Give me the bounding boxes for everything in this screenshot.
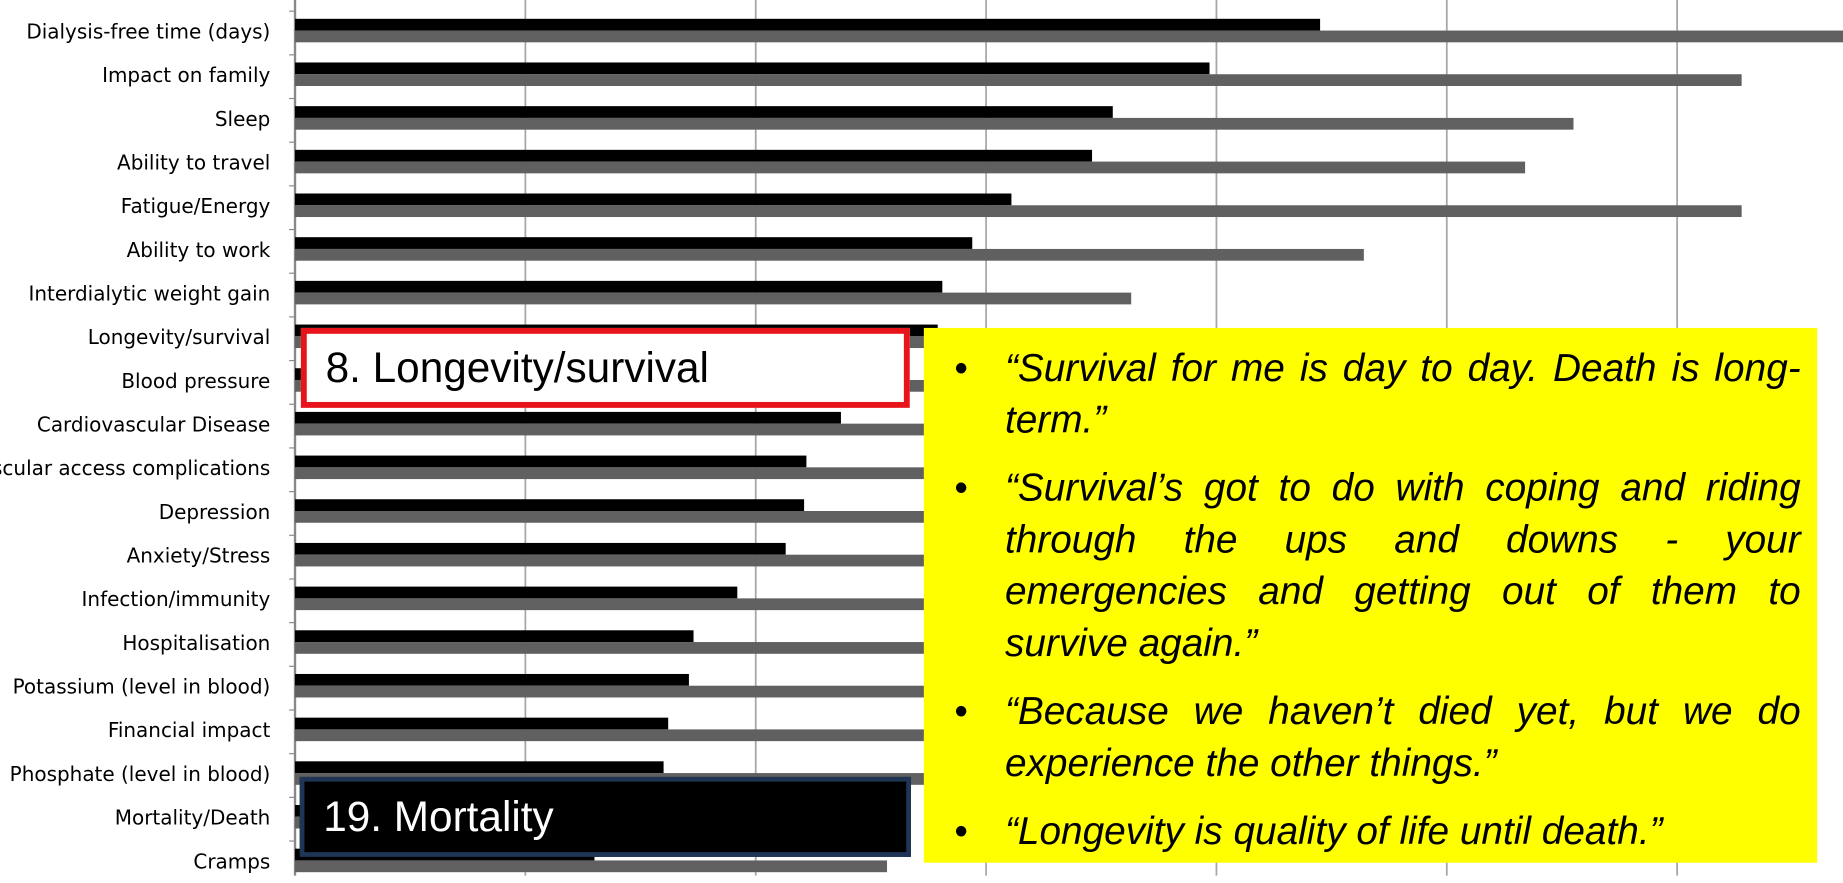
y-tick-label: Mortality/Death: [115, 806, 271, 830]
bar: [295, 62, 1210, 75]
bar: [295, 117, 1574, 130]
y-tick-label: Cramps: [193, 849, 270, 873]
bar: [295, 205, 1742, 218]
bar: [295, 411, 841, 424]
bar: [295, 74, 1742, 86]
bar: [295, 729, 964, 742]
bar: [295, 761, 664, 774]
y-tick-label: Vascular access complications: [0, 456, 270, 480]
bar: [295, 280, 943, 293]
y-tick-label: Depression: [159, 500, 271, 524]
bullet: •: [954, 465, 968, 509]
bar: [295, 511, 1010, 523]
y-tick-label: Financial impact: [108, 718, 271, 742]
y-tick-label: Blood pressure: [121, 369, 270, 393]
highlight-label: 8. Longevity/survival: [325, 343, 709, 392]
bar: [295, 292, 1132, 305]
bar: [295, 598, 964, 611]
bar: [295, 542, 786, 555]
bar: [295, 193, 1012, 206]
quote-panel: • “Survival for me is day to day. Death i…: [923, 327, 1818, 863]
y-tick-label: Phosphate (level in blood): [10, 762, 271, 786]
quote-list: • “Survival for me is day to day. Death i…: [938, 342, 1801, 857]
bar: [295, 161, 1526, 174]
quote: • “Because we haven’t died yet, but we do…: [938, 685, 1801, 788]
quote-text: “Because we haven’t died yet, but we do …: [1004, 688, 1801, 784]
bar: [295, 630, 694, 643]
bar: [295, 554, 964, 567]
bar: [295, 499, 805, 512]
bar: [295, 467, 987, 480]
bar: [295, 149, 1093, 162]
bar: [295, 673, 689, 686]
y-tick-label: Sleep: [215, 107, 270, 131]
bar: [295, 248, 1364, 261]
bar: [295, 586, 738, 599]
y-tick-label: Dialysis-free time (days): [26, 19, 270, 43]
highlight-box: 19. Mortality: [299, 776, 911, 857]
quote-text: “Survival for me is day to day. Death is…: [1004, 345, 1801, 441]
quote: • “Survival for me is day to day. Death i…: [938, 342, 1801, 445]
bullet: •: [954, 345, 968, 390]
y-tick-label: Cardiovascular Disease: [37, 413, 270, 437]
y-tick-label: Ability to work: [127, 238, 271, 262]
bar: [295, 642, 941, 654]
bar: [295, 237, 973, 249]
y-tick-label: Hospitalisation: [122, 631, 270, 655]
highlight-label: 19. Mortality: [323, 792, 554, 841]
bar: [295, 455, 807, 468]
bullet: •: [954, 688, 968, 733]
y-tick-label: Impact on family: [102, 63, 270, 87]
quote-text: “Survival’s got to do with coping and ri…: [1004, 465, 1801, 665]
y-tick-label: Potassium (level in blood): [13, 675, 271, 699]
y-tick-label: Infection/immunity: [82, 587, 271, 611]
highlight-box: 8. Longevity/survival: [300, 327, 910, 408]
y-tick-label: Anxiety/Stress: [127, 544, 271, 568]
quote-text: “Longevity is quality of life until deat…: [1004, 808, 1663, 853]
y-tick-label: Longevity/survival: [88, 325, 271, 349]
bar: [295, 685, 941, 698]
bar: [295, 717, 669, 730]
bullet: •: [954, 808, 968, 853]
bar: [295, 18, 1321, 31]
bar: [295, 106, 1113, 118]
quote: • “Longevity is quality of life until dea…: [938, 805, 1801, 857]
bar: [295, 30, 1843, 43]
y-tick-label: Interdialytic weight gain: [28, 281, 270, 305]
quote: • “Survival’s got to do with coping and r…: [938, 462, 1801, 669]
y-tick-label: Fatigue/Energy: [121, 194, 271, 218]
y-tick-label: Ability to travel: [117, 150, 270, 174]
bar: [295, 423, 1033, 436]
bar: [295, 860, 888, 873]
